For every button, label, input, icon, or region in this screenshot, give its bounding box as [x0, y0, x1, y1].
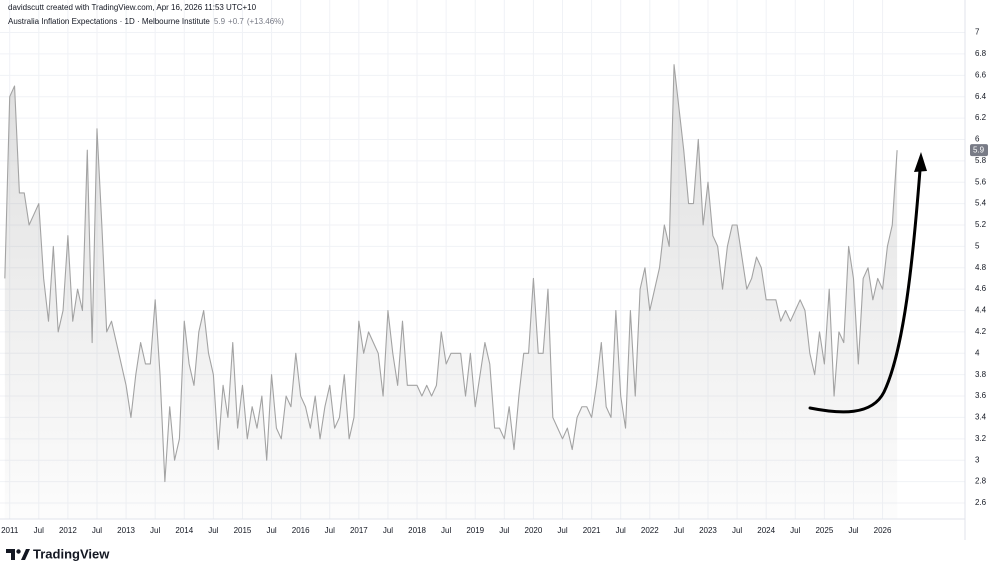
y-tick-label: 4: [975, 348, 980, 357]
legend-change: +0.7: [228, 17, 244, 26]
y-tick-label: 6.6: [975, 70, 987, 79]
y-tick-label: 5.8: [975, 156, 987, 165]
x-tick-label: Jul: [441, 526, 451, 535]
x-tick-label: Jul: [732, 526, 742, 535]
x-tick-label: 2019: [466, 526, 484, 535]
x-tick-label: Jul: [266, 526, 276, 535]
y-tick-label: 6.4: [975, 92, 987, 101]
plot: [4, 64, 898, 519]
legend-last: 5.9: [214, 17, 226, 26]
x-tick-label: Jul: [557, 526, 567, 535]
y-tick-label: 6.8: [975, 49, 987, 58]
annotation-arrowhead: [914, 152, 927, 172]
last-price-box: [970, 144, 988, 157]
x-tick-label: Jul: [92, 526, 102, 535]
x-tick-label: Jul: [848, 526, 858, 535]
y-tick-label: 5.6: [975, 177, 987, 186]
y-tick-label: 6: [975, 135, 980, 144]
attribution: davidscutt created with TradingView.com,…: [8, 3, 257, 12]
x-tick-label: 2018: [408, 526, 426, 535]
x-tick-label: 2021: [583, 526, 601, 535]
y-tick-label: 5.2: [975, 220, 987, 229]
y-tick-label: 4.4: [975, 306, 987, 315]
y-tick-label: 3: [975, 455, 980, 464]
logo: TradingView: [6, 546, 110, 561]
x-tick-label: 2016: [292, 526, 310, 535]
y-tick-label: 5: [975, 241, 980, 250]
y-tick-label: 2.6: [975, 498, 987, 507]
x-tick-label: Jul: [208, 526, 218, 535]
y-tick-label: 3.6: [975, 391, 987, 400]
x-tick-label: 2024: [757, 526, 775, 535]
x-tick-label: 2011: [1, 526, 19, 535]
logo-dot: [16, 549, 21, 554]
x-tick-label: Jul: [790, 526, 800, 535]
x-tick-label: Jul: [325, 526, 335, 535]
series-line: [4, 64, 898, 483]
x-tick-label: 2022: [641, 526, 659, 535]
y-tick-label: 3.2: [975, 434, 987, 443]
y-tick-label: 7: [975, 28, 980, 37]
x-tick-label: 2026: [874, 526, 892, 535]
x-tick-label: 2014: [175, 526, 193, 535]
x-tick-label: 2023: [699, 526, 717, 535]
y-tick-label: 3.8: [975, 370, 987, 379]
logo-slash: [21, 549, 30, 560]
x-tick-label: Jul: [499, 526, 509, 535]
y-tick-label: 4.2: [975, 327, 987, 336]
y-tick-label: 6.2: [975, 113, 987, 122]
x-tick-label: Jul: [34, 526, 44, 535]
annotation-arrow: [808, 168, 922, 414]
y-tick-label: 4.6: [975, 284, 987, 293]
y-tick-label: 2.8: [975, 477, 987, 486]
x-tick-label: 2025: [815, 526, 833, 535]
x-tick-label: Jul: [383, 526, 393, 535]
x-tick-label: Jul: [150, 526, 160, 535]
legend-change-pct: (+13.46%): [247, 17, 284, 26]
y-tick-label: 3.4: [975, 413, 987, 422]
logo-mark: [6, 549, 15, 560]
area: [4, 64, 898, 519]
x-tick-label: 2012: [59, 526, 77, 535]
legend-title: Australia Inflation Expectations · 1D · …: [8, 17, 210, 26]
y-tick-label: 5.4: [975, 199, 987, 208]
x-tick-label: 2020: [525, 526, 543, 535]
x-tick-label: Jul: [616, 526, 626, 535]
y-tick-label: 4.8: [975, 263, 987, 272]
x-tick-label: 2013: [117, 526, 135, 535]
x-tick-label: 2015: [234, 526, 252, 535]
x-tick-label: Jul: [674, 526, 684, 535]
legend: Australia Inflation Expectations · 1D · …: [8, 17, 284, 26]
last-price-label: 5.9: [973, 145, 985, 154]
brand-name: TradingView: [33, 546, 110, 561]
x-tick-label: 2017: [350, 526, 368, 535]
